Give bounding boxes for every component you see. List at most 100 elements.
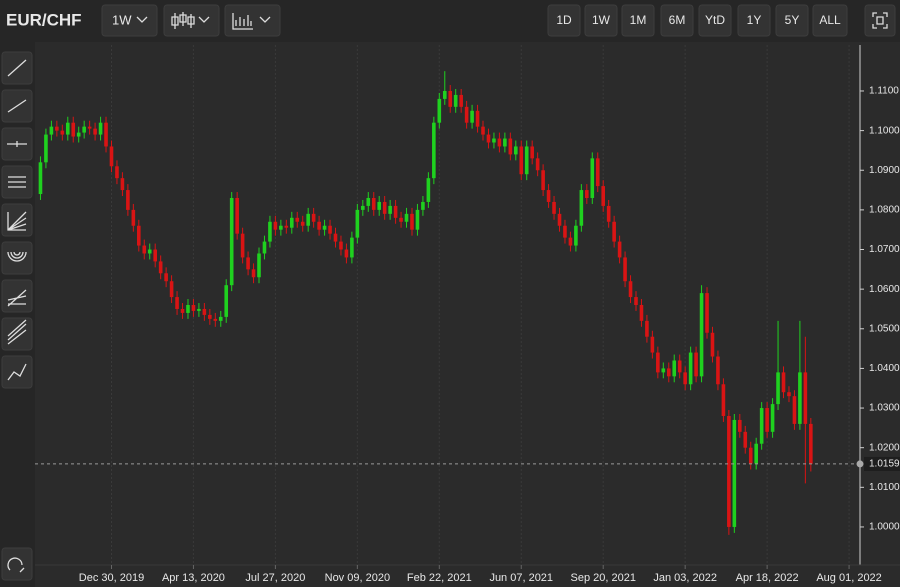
button-bg (737, 4, 771, 37)
candle-body (229, 197, 234, 286)
candle-body (606, 205, 611, 222)
range-button[interactable]: 1W (584, 4, 618, 37)
candle-body (306, 213, 310, 226)
candle-body (459, 94, 463, 107)
candle-body (541, 170, 545, 191)
fullscreen-button[interactable] (864, 4, 896, 37)
candle-body (300, 221, 305, 226)
candle-body (617, 241, 622, 258)
range-button[interactable]: YtD (698, 4, 732, 37)
candle-body (601, 186, 606, 206)
candle-body (137, 225, 141, 246)
tool-button[interactable] (1, 241, 33, 275)
candle-body (792, 396, 797, 424)
candle-body (180, 308, 185, 313)
candle-body (628, 281, 633, 298)
candle-body (508, 138, 513, 155)
range-label: 1M (630, 13, 647, 27)
button-bg (547, 4, 581, 37)
tool-button[interactable] (1, 279, 33, 313)
candle-body (683, 372, 687, 385)
y-tick-label: 1.0600 (869, 284, 900, 295)
tool-button[interactable] (1, 317, 33, 351)
candle-body (803, 372, 808, 424)
candle-body (120, 178, 125, 191)
range-button[interactable]: ALL (812, 4, 848, 37)
candle-body (453, 94, 458, 107)
candle-body (743, 431, 748, 448)
symbol: EUR/CHF (6, 10, 82, 29)
candle-body (475, 110, 480, 127)
candle-body (661, 368, 666, 373)
tool-button[interactable] (1, 165, 33, 199)
candle-body (371, 197, 376, 210)
range-label: YtD (705, 13, 725, 27)
candle-body (503, 138, 507, 147)
candle-body (770, 404, 775, 432)
candle-body (497, 138, 502, 147)
y-tick-label: 1.0300 (869, 403, 900, 414)
interval-button[interactable]: 1W (101, 4, 158, 37)
candle-body (153, 249, 157, 262)
tool-button[interactable] (1, 355, 33, 389)
candle-body (268, 221, 272, 242)
tool-button[interactable] (1, 51, 33, 85)
candle-body (175, 297, 179, 309)
candle-body (240, 233, 245, 258)
range-label: 6M (669, 13, 686, 27)
candle-body (158, 261, 163, 274)
x-tick-label: Apr 18, 2022 (736, 572, 799, 584)
range-button[interactable]: 5Y (775, 4, 809, 37)
candle-body (732, 419, 737, 527)
range-button[interactable]: 1D (547, 4, 581, 37)
tool-button[interactable] (1, 203, 33, 237)
candle-type-button[interactable] (163, 4, 220, 37)
candle-body (339, 241, 343, 250)
range-button[interactable]: 1Y (737, 4, 771, 37)
candle-body (273, 221, 278, 230)
dropdown-arrow (198, 16, 210, 23)
candle-body (126, 190, 130, 210)
candle-body (612, 221, 616, 242)
candle-body (147, 249, 152, 254)
candle-body (44, 134, 48, 163)
range-button[interactable]: 6M (660, 4, 694, 37)
candle-body (393, 205, 398, 218)
candle-body (131, 209, 136, 226)
candle-body (284, 225, 289, 228)
candle-body (49, 126, 54, 135)
candle-body (251, 269, 256, 278)
candle-body (246, 257, 250, 270)
y-tick-label: 1.0100 (869, 482, 900, 493)
candle-body (552, 201, 556, 214)
tool-button[interactable] (1, 89, 33, 123)
candle-body (295, 217, 300, 222)
candle-body (208, 314, 212, 319)
candle-body (355, 209, 360, 238)
button-bg (621, 4, 655, 37)
candle-body (311, 213, 316, 222)
button-bg (584, 4, 618, 37)
dropdown-arrow (259, 16, 271, 23)
candle-body (322, 225, 327, 230)
candle-body (699, 293, 704, 377)
range-button[interactable]: 1M (621, 4, 655, 37)
candle-body (350, 237, 354, 258)
range-label: ALL (819, 13, 841, 27)
dropdown-arrow (136, 16, 148, 23)
candle-body (574, 225, 578, 246)
indicator-button[interactable] (224, 4, 281, 37)
candle-body (448, 90, 453, 107)
candle-body (333, 233, 338, 242)
candle-body (787, 392, 791, 397)
candle-body (716, 356, 720, 385)
candle-body (585, 190, 589, 198)
candle-body (224, 285, 229, 317)
tool-button[interactable] (1, 547, 33, 581)
candle-body (535, 158, 540, 171)
candle-body (213, 318, 218, 321)
candle-body (781, 372, 786, 393)
range-label: 1Y (747, 13, 762, 27)
tool-button[interactable] (1, 127, 33, 161)
